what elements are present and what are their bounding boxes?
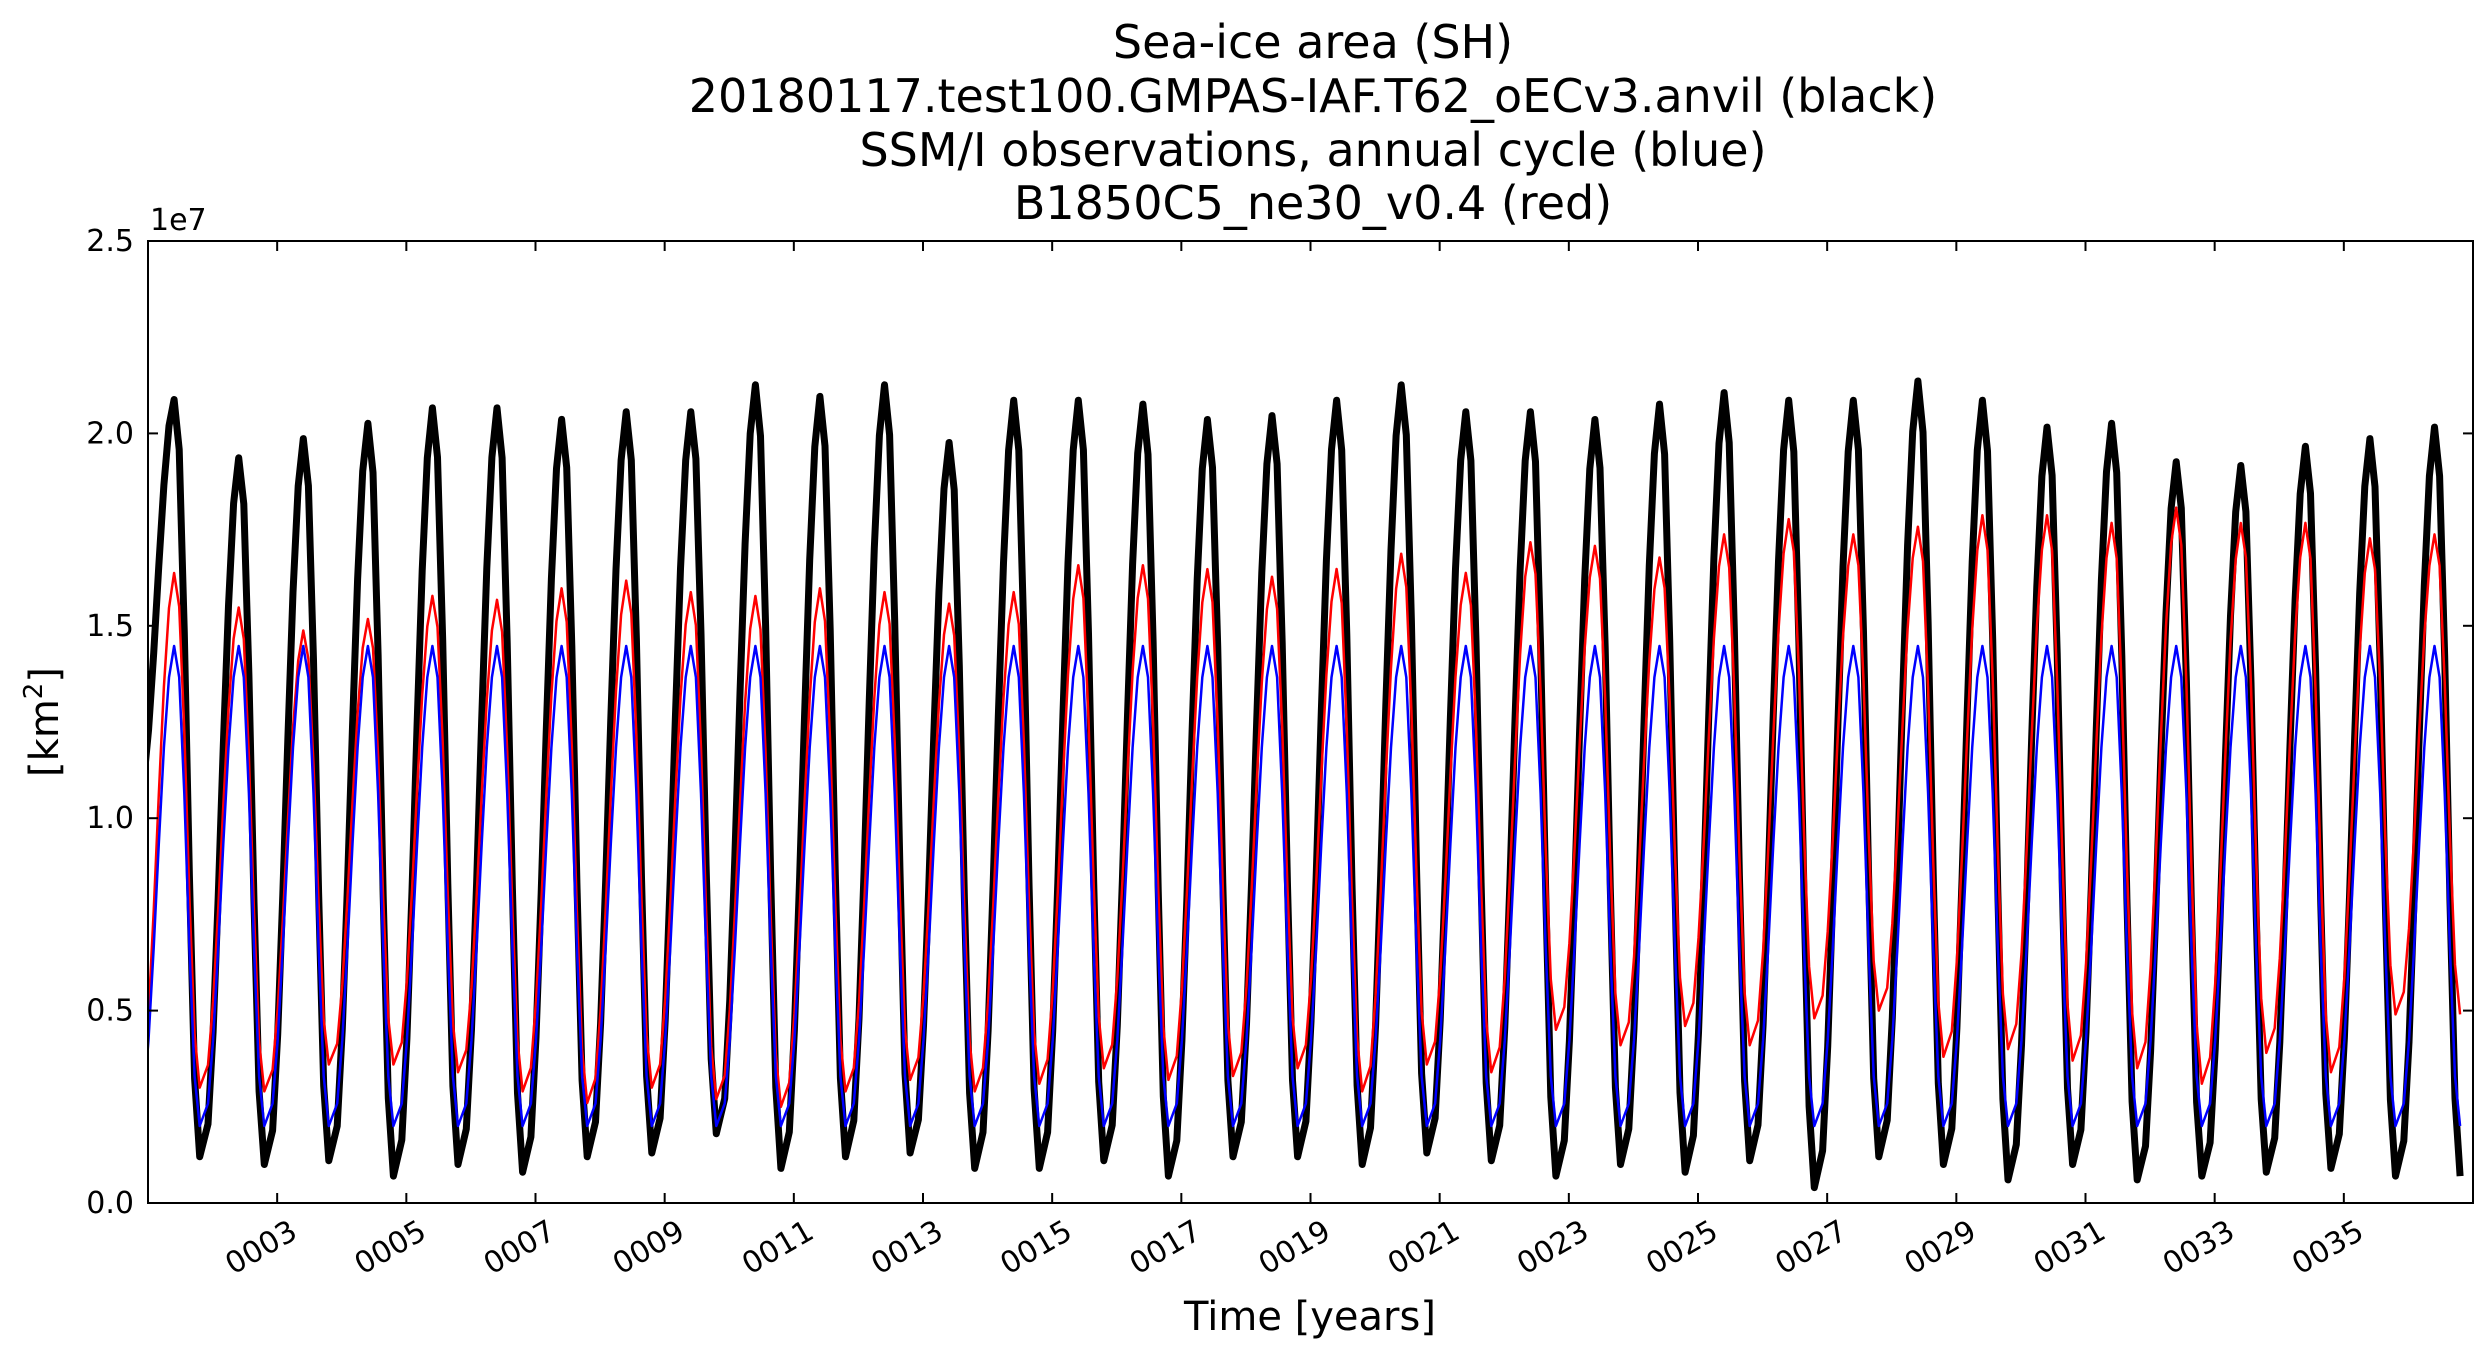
x-tick-label: 0033 [2157, 1214, 2241, 1282]
series-black-line [148, 377, 2464, 1192]
title-line-2: 20180117.test100.GMPAS-IAF.T62_oECv3.anv… [689, 69, 1937, 123]
y-tick-label: 0.0 [86, 1186, 134, 1221]
x-tick-label: 0029 [1899, 1214, 1983, 1282]
series-blue-line [148, 644, 2462, 1128]
x-tick-label: 0005 [349, 1214, 433, 1282]
y-axis-label-superscript: 2 [19, 683, 49, 700]
y-offset-label: 1e7 [150, 203, 207, 238]
x-axis-label: Time [years] [1183, 1294, 1436, 1340]
x-tick-label: 0003 [220, 1214, 304, 1282]
y-tick-label: 1.0 [86, 801, 134, 836]
x-tick-label: 0031 [2028, 1214, 2112, 1282]
x-tick-label: 0017 [1124, 1214, 1208, 1282]
x-tick-label: 0025 [1640, 1214, 1724, 1282]
x-tick-label: 0011 [736, 1214, 820, 1282]
y-tick-label: 2.0 [86, 416, 134, 451]
y-tick-label: 2.5 [86, 224, 134, 259]
y-tick-label: 1.5 [86, 609, 134, 644]
y-tick-label: 0.5 [86, 994, 134, 1029]
x-tick-label: 0019 [1253, 1214, 1337, 1282]
y-axis-label: [km2] [19, 667, 68, 777]
title-line-4: B1850C5_ne30_v0.4 (red) [1014, 176, 1612, 230]
x-tick-label: 0035 [2286, 1214, 2370, 1282]
title-line-1: Sea-ice area (SH) [1113, 15, 1513, 69]
x-tick-label: 0027 [1770, 1214, 1854, 1282]
x-tick-label: 0023 [1511, 1214, 1595, 1282]
series-group [148, 377, 2464, 1192]
x-tick-label: 0021 [1382, 1214, 1466, 1282]
title-line-3: SSM/I observations, annual cycle (blue) [859, 123, 1766, 177]
series-red-line [148, 506, 2462, 1109]
x-tick-label: 0009 [607, 1214, 691, 1282]
y-axis-label-end: ] [22, 667, 68, 683]
x-tick-label: 0013 [865, 1214, 949, 1282]
chart-title: Sea-ice area (SH) 20180117.test100.GMPAS… [689, 15, 1937, 230]
x-tick-label: 0007 [478, 1214, 562, 1282]
x-tick-label: 0015 [995, 1214, 1079, 1282]
y-axis: 0.0 0.5 1.0 1.5 2.0 2.5 [86, 224, 2473, 1221]
y-axis-label-base: [km [22, 699, 68, 777]
